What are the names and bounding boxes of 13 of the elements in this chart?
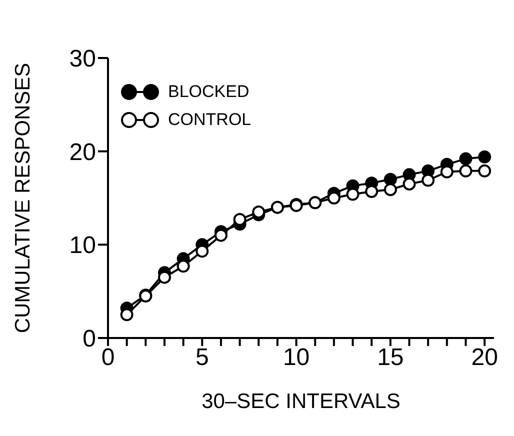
y-tick-label: 20 [69,138,96,166]
y-tick-label: 30 [69,46,96,73]
y-tick-label: 0 [82,326,96,353]
x-tick-label: 0 [101,344,115,372]
legend-label: CONTROL [168,110,252,130]
x-tick-label: 5 [195,344,209,372]
y-tick-label: 10 [69,232,96,260]
x-axis-title: 30–SEC INTERVALS [202,390,400,413]
x-tick-label: 10 [282,344,310,372]
x-tick-label: 15 [377,344,404,372]
legend-label: BLOCKED [168,82,250,102]
x-tick-label: 20 [471,344,498,372]
y-axis-title: CUMULATIVE RESPONSES [11,62,34,334]
